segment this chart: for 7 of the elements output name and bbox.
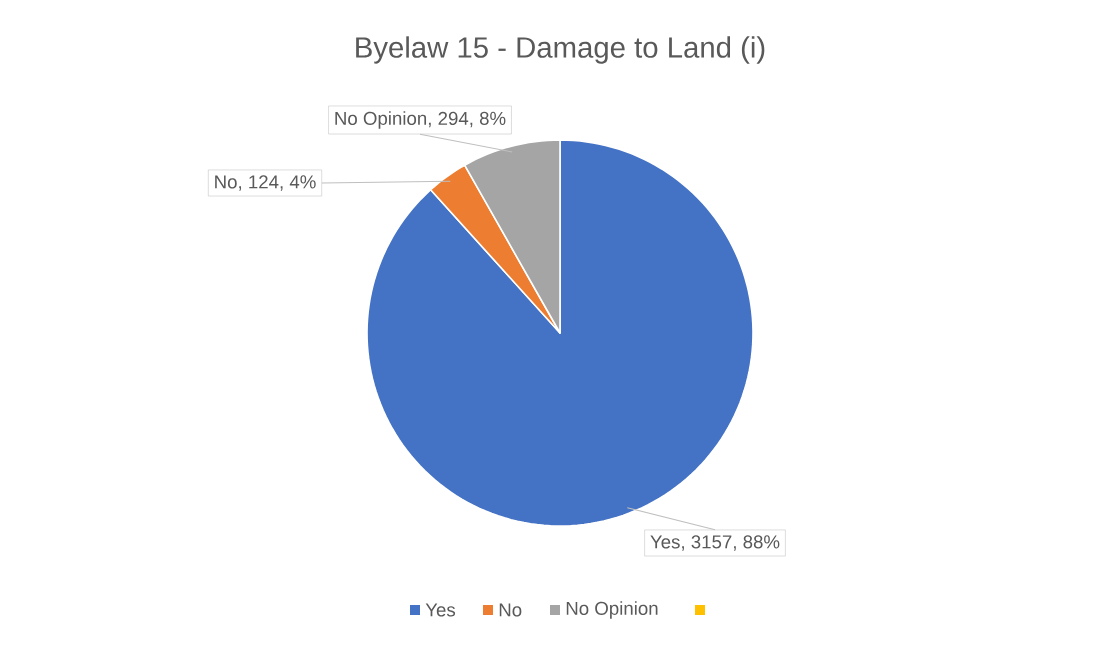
legend-label: Yes [425, 603, 456, 617]
data-label: Yes, 3157, 88% [650, 535, 780, 551]
legend-label: No Opinion [566, 601, 658, 619]
data-label: No Opinion, 294, 8% [335, 111, 506, 129]
chart-title: Byelaw 15 - Damage to Land (i) [356, 36, 765, 64]
data-label: No, 124, 4% [215, 175, 316, 191]
legend-label: No [499, 603, 522, 617]
